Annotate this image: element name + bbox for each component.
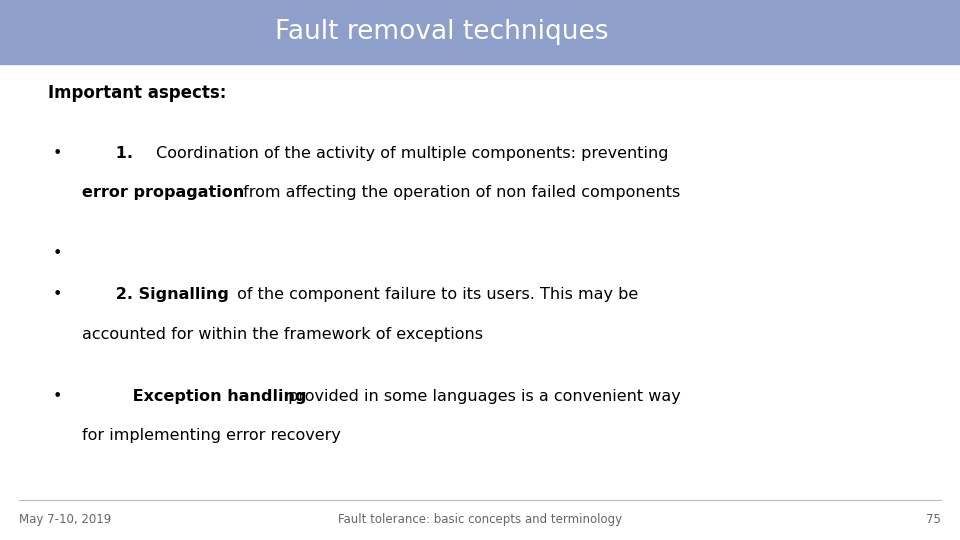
Text: May 7-10, 2019: May 7-10, 2019: [19, 513, 111, 526]
Text: 2. Signalling: 2. Signalling: [82, 287, 228, 302]
Text: Exception handling: Exception handling: [82, 389, 306, 404]
Text: •: •: [53, 146, 62, 161]
Text: accounted for within the framework of exceptions: accounted for within the framework of ex…: [82, 327, 483, 342]
Text: Important aspects:: Important aspects:: [48, 84, 227, 102]
Text: provided in some languages is a convenient way: provided in some languages is a convenie…: [283, 389, 681, 404]
Text: for implementing error recovery: for implementing error recovery: [82, 428, 341, 443]
Text: error propagation: error propagation: [82, 185, 244, 200]
Text: 1.: 1.: [82, 146, 132, 161]
Bar: [0, 0, 960, 64]
Text: of the component failure to its users. This may be: of the component failure to its users. T…: [232, 287, 638, 302]
Text: Fault tolerance: basic concepts and terminology: Fault tolerance: basic concepts and term…: [338, 513, 622, 526]
Text: Coordination of the activity of multiple components: preventing: Coordination of the activity of multiple…: [151, 146, 668, 161]
Text: •: •: [53, 287, 62, 302]
Text: 75: 75: [926, 513, 941, 526]
Text: Fault removal techniques: Fault removal techniques: [275, 19, 609, 45]
Text: •: •: [53, 246, 62, 261]
Text: •: •: [53, 389, 62, 404]
Text: from affecting the operation of non failed components: from affecting the operation of non fail…: [238, 185, 681, 200]
